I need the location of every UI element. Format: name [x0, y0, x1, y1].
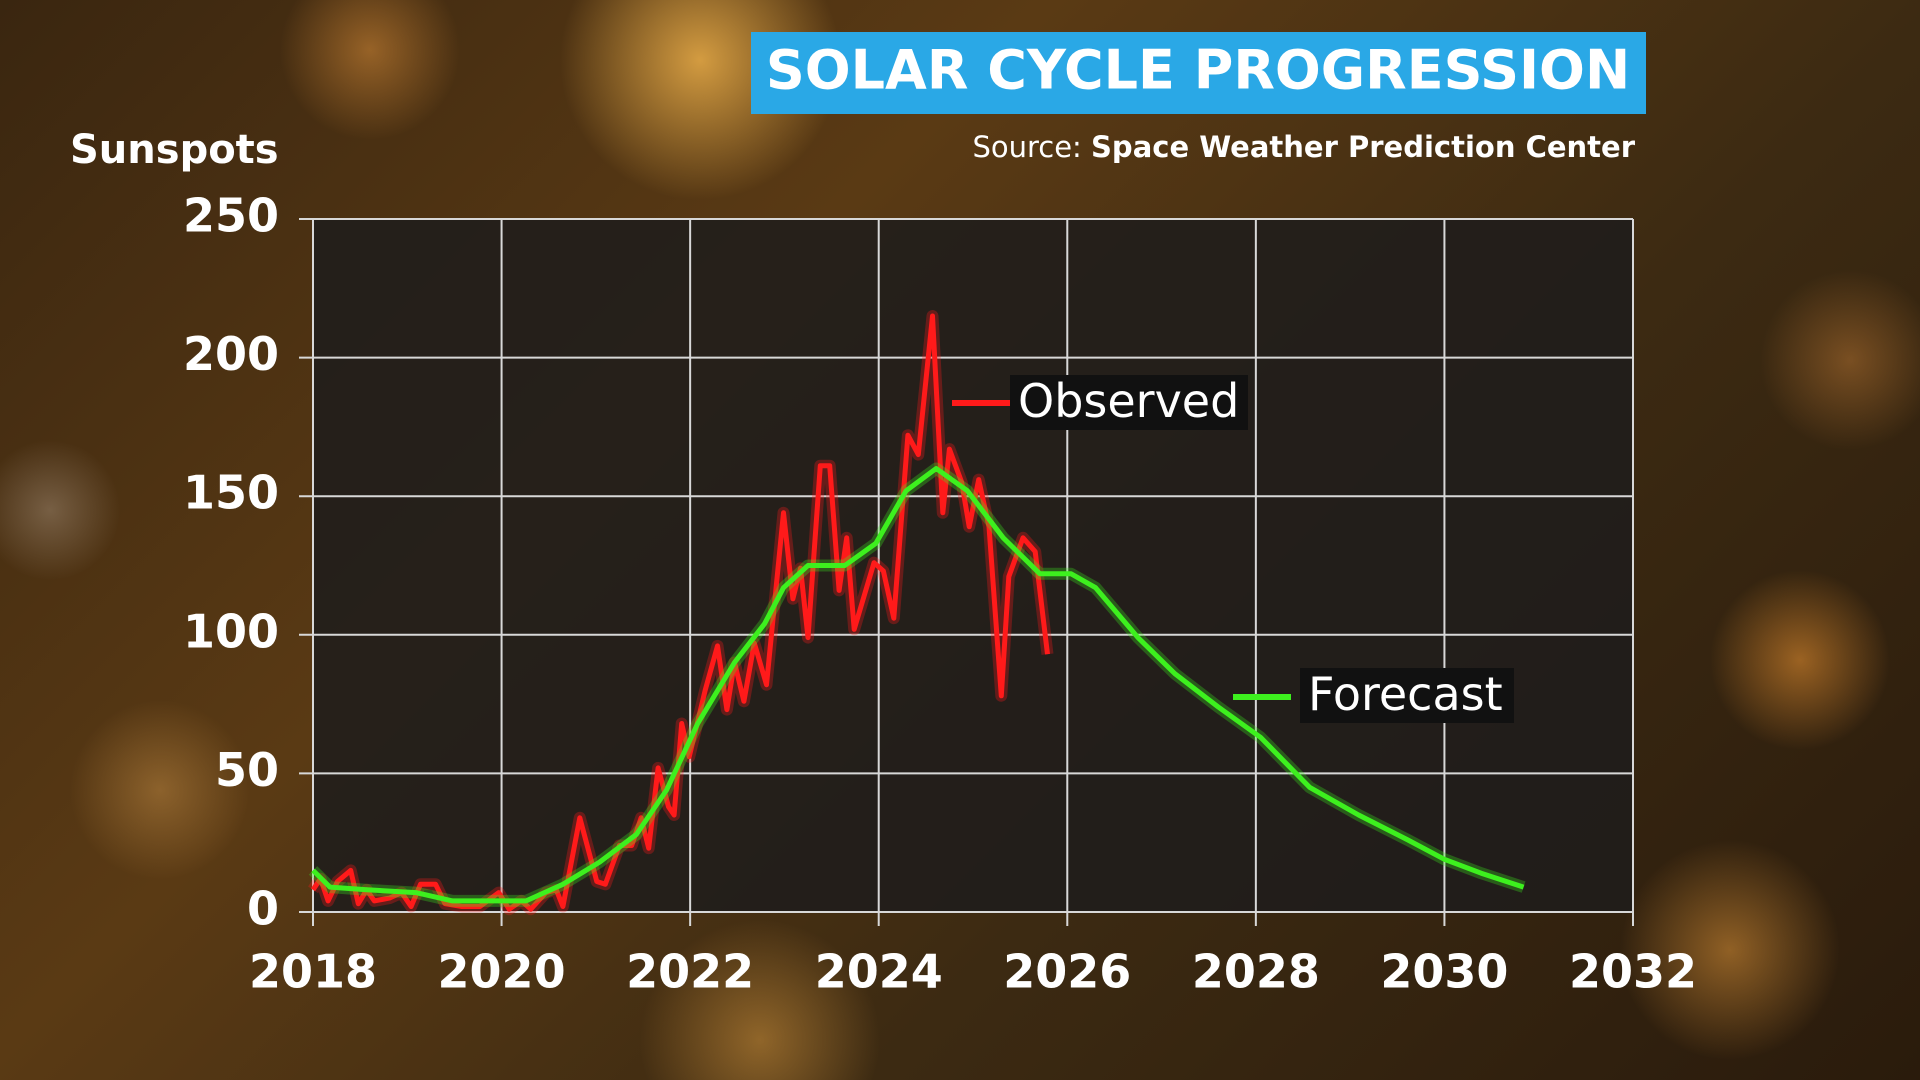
x-tick-label: 2028	[1192, 945, 1320, 999]
x-tick-label: 2020	[438, 945, 566, 999]
x-tick-label: 2024	[815, 945, 943, 999]
y-tick-label: 200	[183, 327, 279, 381]
y-tick-label: 250	[183, 189, 279, 243]
plot-area	[313, 219, 1633, 912]
legend-label: Observed	[1018, 374, 1239, 428]
legend-box	[1300, 668, 1514, 723]
series-line	[310, 313, 1050, 912]
y-tick-label: 150	[183, 466, 279, 520]
x-tick-label: 2030	[1380, 945, 1508, 999]
legend-box	[1010, 375, 1248, 430]
legend-label: Forecast	[1308, 667, 1503, 721]
y-tick-label: 0	[247, 882, 279, 936]
chart-title: SOLAR CYCLE PROGRESSION	[766, 39, 1630, 102]
y-tick-label: 100	[183, 604, 279, 658]
series-line	[311, 466, 1525, 904]
y-axis-label: Sunspots	[70, 127, 279, 173]
y-tick-label: 50	[215, 743, 279, 797]
x-tick-label: 2018	[249, 945, 377, 999]
chart-subtitle: Source: Space Weather Prediction Center	[972, 130, 1635, 164]
source: Space Weather Prediction Center	[1091, 130, 1636, 164]
x-tick-label: 2026	[1003, 945, 1131, 999]
source-label: Source:	[972, 130, 1081, 164]
x-tick-label: 2032	[1569, 945, 1697, 999]
labels: 0 50 100 150 200 250 2018 2020 2022 2024 2026 2028 2…	[183, 189, 1697, 999]
x-tick-label: 2022	[626, 945, 754, 999]
lines	[308, 310, 1526, 916]
title-box	[751, 32, 1646, 114]
